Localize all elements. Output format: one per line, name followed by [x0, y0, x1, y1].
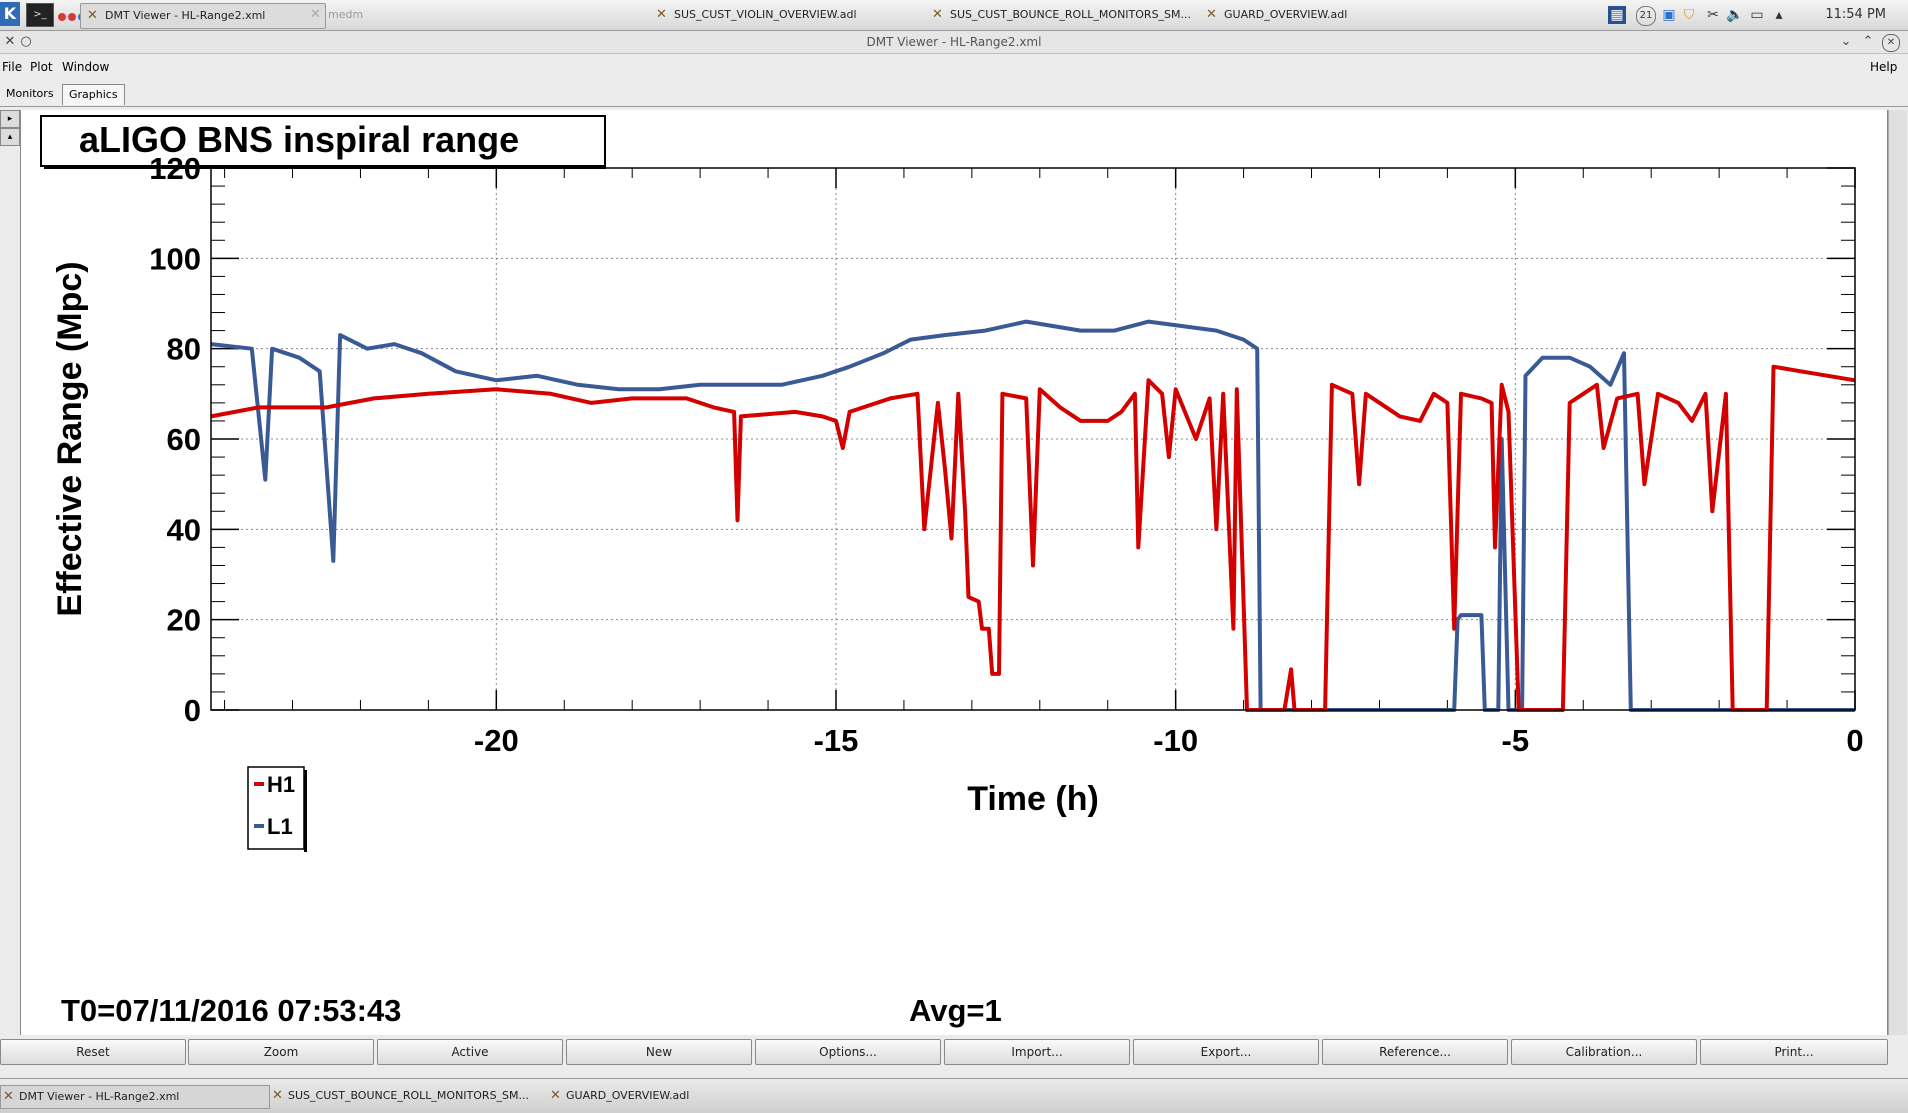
system-taskbar: K >_ ✕ DMT Viewer - HL-Range2.xml ✕ medm…	[0, 0, 1908, 31]
terminal-icon[interactable]: >_	[26, 3, 54, 27]
x-app-icon: ✕	[310, 7, 321, 22]
graphics-canvas[interactable]: aLIGO BNS inspiral range 0 20 40 60 80 100 120…	[20, 110, 1888, 1035]
task-label: GUARD_OVERVIEW.adl	[1224, 8, 1348, 21]
grid	[211, 167, 1856, 711]
window-titlebar[interactable]: ✕ ○ DMT Viewer - HL-Range2.xml ⌄ ⌃ ✕	[0, 31, 1908, 54]
y-tick-label: 60	[167, 422, 201, 457]
x-tick-label: 0	[1846, 723, 1863, 758]
menu-help[interactable]: Help	[1870, 60, 1898, 74]
y-axis-label: Effective Range (Mpc)	[51, 261, 89, 616]
task-label: medm	[328, 8, 364, 21]
x-app-icon: ✕	[3, 1089, 14, 1104]
options-button[interactable]: Options...	[755, 1039, 941, 1065]
y-tick-label: 120	[149, 151, 201, 186]
bottom-task-dmt-viewer[interactable]: ✕ DMT Viewer - HL-Range2.xml	[0, 1085, 270, 1109]
taskbar-task-dmt-viewer[interactable]: ✕ DMT Viewer - HL-Range2.xml	[80, 3, 326, 29]
reference-button[interactable]: Reference...	[1322, 1039, 1508, 1065]
menu-bar: File Plot Window Help	[0, 56, 1908, 80]
task-label: GUARD_OVERVIEW.adl	[566, 1089, 690, 1102]
y-tick-label: 20	[167, 603, 201, 638]
taskbar-task-bounce-roll[interactable]: ✕ SUS_CUST_BOUNCE_ROLL_MONITORS_SM...	[926, 3, 1210, 27]
menu-plot[interactable]: Plot	[30, 60, 53, 74]
bottom-task-bounce-roll[interactable]: ✕ SUS_CUST_BOUNCE_ROLL_MONITORS_SM...	[270, 1085, 558, 1107]
tools-icon[interactable]: ✂	[1707, 7, 1719, 23]
chevron-up-icon[interactable]: ▴	[1775, 7, 1783, 23]
task-label: SUS_CUST_BOUNCE_ROLL_MONITORS_SM...	[288, 1089, 530, 1102]
x-tick-label: -20	[474, 723, 519, 758]
display-icon[interactable]: ▭	[1750, 7, 1764, 23]
task-label: DMT Viewer - HL-Range2.xml	[19, 1090, 180, 1103]
x-tick-labels: -20 -15 -10 -5 0	[474, 723, 1864, 758]
button-bar: Reset Zoom Active New Options... Import.…	[0, 1037, 1908, 1065]
y-tick-labels: 0 20 40 60 80 100 120	[149, 151, 201, 728]
plot-frame	[210, 167, 1856, 711]
scroll-up-arrow-icon[interactable]: ▴	[0, 128, 20, 146]
legend: H1 L1	[247, 766, 307, 852]
x-app-icon: ✕	[932, 7, 943, 22]
legend-box	[247, 766, 305, 850]
clock[interactable]: 11:54 PM	[1825, 7, 1886, 22]
task-label: DMT Viewer - HL-Range2.xml	[105, 9, 266, 22]
y-tick-label: 0	[184, 693, 201, 728]
close-icon[interactable]: ✕	[1882, 34, 1900, 52]
chart-title: aLIGO BNS inspiral range	[79, 119, 519, 160]
x-app-icon: ✕	[656, 7, 667, 22]
window-title: DMT Viewer - HL-Range2.xml	[866, 35, 1042, 49]
series-lines	[210, 319, 1856, 712]
tab-monitors[interactable]: Monitors	[6, 87, 54, 100]
x-tick-label: -15	[814, 723, 859, 758]
import-button[interactable]: Import...	[944, 1039, 1130, 1065]
calibration-button[interactable]: Calibration...	[1511, 1039, 1697, 1065]
menu-window[interactable]: Window	[62, 60, 110, 74]
avg-label: Avg=1	[909, 993, 1002, 1028]
export-button[interactable]: Export...	[1133, 1039, 1319, 1065]
t0-label: T0=07/11/2016 07:53:43	[61, 993, 401, 1028]
system-tray: ▦ 21 ▣ ⛉ ✂ 🔈 ▭ ▴ 11:54 PM	[1608, 3, 1908, 27]
taskbar-task-guard-overview[interactable]: ✕ GUARD_OVERVIEW.adl	[1200, 3, 1404, 27]
minimize-icon[interactable]: ⌄	[1840, 34, 1852, 49]
x-app-icon: ✕	[272, 1088, 283, 1103]
reset-button[interactable]: Reset	[0, 1039, 186, 1065]
scroll-right-arrow-icon[interactable]: ▸	[0, 110, 20, 128]
task-label: SUS_CUST_VIOLIN_OVERVIEW.adl	[674, 8, 857, 21]
tab-graphics[interactable]: Graphics	[62, 84, 125, 105]
active-button[interactable]: Active	[377, 1039, 563, 1065]
vertical-scrollbar[interactable]	[1888, 110, 1907, 1035]
taskbar-task-medm[interactable]: ✕ medm	[304, 3, 528, 27]
zoom-button[interactable]: Zoom	[188, 1039, 374, 1065]
new-button[interactable]: New	[566, 1039, 752, 1065]
taskbar-task-violin-overview[interactable]: ✕ SUS_CUST_VIOLIN_OVERVIEW.adl	[650, 3, 934, 27]
x-axis-label: Time (h)	[967, 780, 1099, 818]
x-tick-label: -5	[1502, 723, 1530, 758]
pin-icon[interactable]: ○	[20, 34, 32, 49]
legend-label-l1: L1	[267, 814, 293, 839]
shield-icon[interactable]: ⛉	[1683, 7, 1695, 23]
legend-label-h1: H1	[267, 772, 295, 797]
series-line-h1	[210, 364, 1856, 712]
updates-badge-icon[interactable]: 21	[1636, 6, 1656, 26]
x-app-icon: ✕	[87, 8, 98, 23]
y-tick-label: 100	[149, 241, 201, 276]
menu-file[interactable]: File	[2, 60, 23, 74]
window-menu-icon[interactable]: ✕	[4, 34, 16, 49]
tab-bar: Monitors Graphics	[0, 82, 1908, 107]
task-label: SUS_CUST_BOUNCE_ROLL_MONITORS_SM...	[950, 8, 1192, 21]
launcher-icon[interactable]: K	[0, 2, 20, 26]
print-button[interactable]: Print...	[1700, 1039, 1888, 1065]
x-app-icon: ✕	[550, 1088, 561, 1103]
x-tick-label: -10	[1153, 723, 1198, 758]
volume-icon[interactable]: 🔈	[1726, 7, 1744, 23]
bottom-task-guard-overview[interactable]: ✕ GUARD_OVERVIEW.adl	[548, 1085, 766, 1107]
bottom-taskbar: ✕ DMT Viewer - HL-Range2.xml ✕ SUS_CUST_…	[0, 1078, 1908, 1113]
maximize-icon[interactable]: ⌃	[1862, 34, 1874, 49]
y-tick-label: 40	[167, 512, 201, 547]
network-manager-icon[interactable]: ▣	[1662, 7, 1676, 23]
legend-shadow	[304, 770, 307, 852]
range-plot[interactable]: aLIGO BNS inspiral range 0 20 40 60 80 100 120…	[21, 110, 1887, 1035]
y-tick-label: 80	[167, 332, 201, 367]
x-app-icon: ✕	[1206, 7, 1217, 22]
desktop-pager-icon[interactable]: ▦	[1608, 6, 1626, 24]
